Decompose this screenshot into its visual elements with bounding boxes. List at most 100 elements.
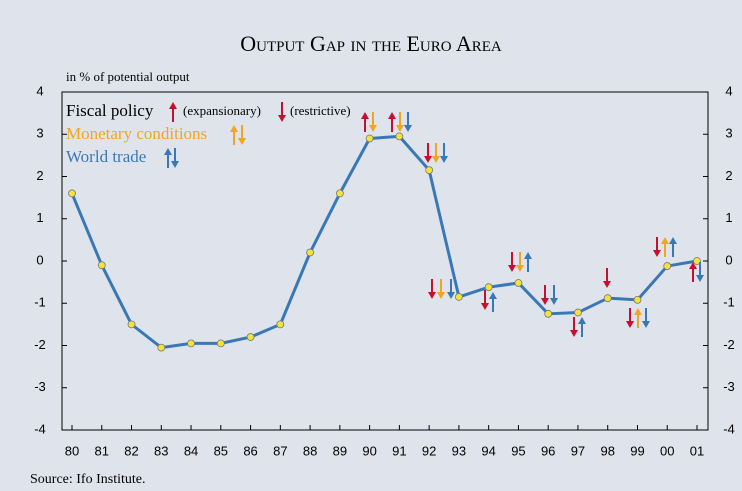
y-tick-label: -2 [34,337,46,352]
legend-fiscal: Fiscal policy [66,101,154,120]
x-tick-label: 86 [243,443,257,458]
arrow [661,237,669,257]
point [514,279,523,287]
arrow-head [447,292,455,299]
x-tick-label: 96 [541,443,555,458]
arrow [689,262,697,282]
arrow [440,143,448,163]
arrow [369,112,377,132]
x-tick-label: 84 [184,443,198,458]
arrow [432,143,440,163]
y-tick-label: 1 [36,210,43,225]
arrow [437,279,445,299]
source: Source: Ifo Institute. [30,472,145,487]
point [306,248,314,257]
arrow-head [689,262,697,269]
arrow-head [642,321,650,328]
point [484,283,493,292]
arrow [164,148,172,168]
arrow-head [428,292,436,299]
legend-monetary: Monetary conditions [66,124,207,143]
x-tick-label: 83 [154,443,168,458]
x-tick-label: 92 [422,443,436,458]
arrow [541,285,549,305]
point [216,339,225,348]
arrow [653,237,661,257]
arrow-head [230,125,238,132]
arrow [169,102,177,122]
point [544,309,553,318]
point [574,308,582,317]
arrow-head [432,156,440,163]
x-tick-label: 01 [690,443,704,458]
point [276,320,285,329]
point [68,189,76,198]
arrow-head [669,237,677,244]
x-tick-label: 98 [600,443,614,458]
arrow-head [164,148,172,155]
arrow-head [238,138,246,145]
y-tick-label: -3 [34,379,46,394]
x-tick-label: 00 [660,443,674,458]
arrow-head [696,275,704,282]
y2-tick-label: -3 [723,379,735,394]
x-tick-label: 80 [65,443,79,458]
y2-tick-label: -2 [723,337,735,352]
arrow-head [516,265,524,272]
arrow-head [578,317,586,324]
point [455,293,463,301]
x-tick-label: 82 [124,443,138,458]
arrow-head [481,303,489,310]
arrow [404,112,412,132]
arrow [550,285,558,305]
arrow [361,112,369,132]
point [395,132,404,141]
arrow-head [437,292,445,299]
x-tick-label: 95 [511,443,525,458]
point [663,262,672,270]
arrow [481,290,489,310]
arrow-head [361,112,369,119]
arrow-head [396,125,404,132]
arrow [578,317,586,337]
x-tick-label: 93 [452,443,466,458]
arrow [603,268,611,288]
y2-tick-label: -4 [723,421,735,436]
y-tick-label: 3 [36,126,43,141]
y-tick-label: -1 [34,295,46,310]
arrow [447,279,455,299]
arrow [424,143,432,163]
point [335,189,344,198]
y-tick-label: -4 [34,421,46,436]
point [97,261,106,270]
point [246,333,255,341]
arrow [642,308,650,328]
arrow-head [388,112,396,119]
x-tick-label: 91 [392,443,406,458]
point [187,339,195,348]
y2-tick-label: 0 [725,252,732,267]
arrow-head [169,102,177,109]
arrow-head [661,237,669,244]
point [633,295,642,304]
arrow-head [524,252,532,259]
y-tick-label: 4 [36,83,43,98]
arrow [278,102,286,122]
arrow-head [440,156,448,163]
arrow [238,125,246,145]
chart-title: Output Gap in the Euro Area [240,31,502,56]
arrow [669,237,677,257]
arrow [508,252,516,272]
x-tick-label: 89 [333,443,347,458]
arrow-head [570,330,578,337]
point [425,166,434,175]
arrow-head [171,161,179,168]
point [365,134,374,143]
y-axis-label: in % of potential output [66,69,190,84]
arrow-head [626,321,634,328]
arrow [428,279,436,299]
legend-restrictive: (restrictive) [290,103,351,118]
arrow [634,308,642,328]
point [693,257,701,265]
y2-tick-label: 1 [725,210,732,225]
